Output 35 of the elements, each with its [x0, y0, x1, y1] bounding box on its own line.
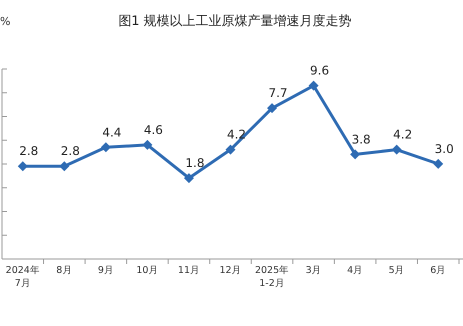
point: [308, 80, 319, 91]
x-tick-label: 8月: [56, 265, 72, 276]
data-label: 2.8: [19, 144, 38, 158]
x-tick-label: 12月: [219, 265, 242, 276]
x-tick-label: 2025年 1-2月: [254, 264, 290, 289]
x-tick-label: 5月: [388, 265, 405, 276]
x-tick-label: 2024年 7月: [6, 264, 40, 289]
data-label: 2.8: [60, 144, 80, 158]
data-label: 4.2: [393, 128, 412, 142]
x-tick-label: 3月: [306, 265, 322, 276]
data-label: 4.2: [226, 128, 246, 142]
point: [226, 144, 236, 155]
text: %: [0, 15, 10, 28]
x-tick-label: 6月: [430, 265, 446, 276]
point: [184, 173, 194, 184]
data-label: 4.4: [102, 125, 122, 140]
x-tick-label: 4月: [347, 265, 364, 276]
point: [267, 103, 278, 114]
point: [59, 161, 70, 172]
data-label: 7.7: [268, 86, 288, 100]
data-label: 4.6: [144, 122, 163, 137]
data-label: 3.0: [434, 142, 454, 156]
point: [433, 158, 444, 169]
point: [18, 161, 28, 172]
point: [100, 142, 111, 152]
data-label: 3.8: [352, 132, 371, 146]
data-label: 9.6: [310, 64, 330, 78]
x-tick-label: 9月: [98, 265, 114, 276]
data-label: 1.8: [185, 156, 204, 170]
point: [350, 149, 360, 160]
point: [392, 144, 402, 155]
title: 图1 规模以上工业原煤产量增速月度走势: [118, 14, 352, 29]
point: [142, 140, 152, 150]
x-tick-label: 10月: [136, 265, 158, 276]
x-tick-label: 11月: [178, 265, 200, 276]
